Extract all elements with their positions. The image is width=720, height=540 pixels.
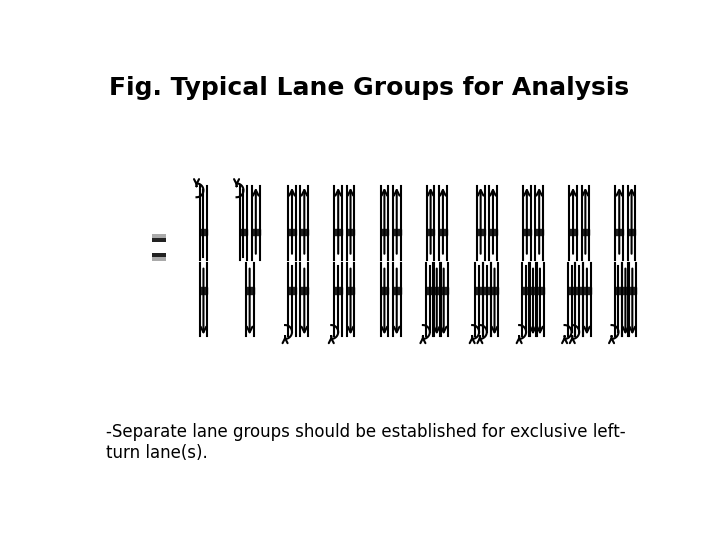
- Bar: [475, 287, 483, 294]
- Bar: [440, 287, 448, 294]
- Bar: [246, 287, 253, 294]
- Bar: [252, 229, 260, 235]
- Bar: [199, 287, 207, 294]
- Bar: [621, 287, 629, 294]
- Bar: [490, 287, 498, 294]
- Text: -Separate lane groups should be established for exclusive left-
turn lane(s).: -Separate lane groups should be establis…: [106, 423, 625, 462]
- Bar: [628, 229, 636, 235]
- Bar: [334, 229, 342, 235]
- Bar: [393, 287, 400, 294]
- Bar: [427, 229, 434, 235]
- Bar: [288, 287, 296, 294]
- Bar: [570, 229, 577, 235]
- Bar: [152, 234, 166, 238]
- Bar: [426, 287, 433, 294]
- Bar: [152, 257, 166, 261]
- Bar: [439, 229, 447, 235]
- Bar: [152, 238, 166, 242]
- Bar: [583, 287, 590, 294]
- Bar: [615, 287, 622, 294]
- Bar: [393, 229, 400, 235]
- Bar: [535, 229, 543, 235]
- Bar: [575, 287, 583, 294]
- Bar: [199, 229, 207, 235]
- Text: Fig. Typical Lane Groups for Analysis: Fig. Typical Lane Groups for Analysis: [109, 76, 629, 100]
- Bar: [300, 229, 308, 235]
- Bar: [381, 287, 388, 294]
- Bar: [288, 229, 296, 235]
- Bar: [477, 229, 485, 235]
- Bar: [381, 229, 388, 235]
- Bar: [536, 287, 544, 294]
- Bar: [433, 287, 441, 294]
- Bar: [300, 287, 308, 294]
- Bar: [152, 253, 166, 257]
- Bar: [616, 229, 623, 235]
- Bar: [346, 229, 354, 235]
- Bar: [346, 287, 354, 294]
- Bar: [489, 229, 497, 235]
- Bar: [629, 287, 636, 294]
- Bar: [240, 229, 248, 235]
- Bar: [529, 287, 537, 294]
- Bar: [567, 287, 575, 294]
- Bar: [334, 287, 342, 294]
- Bar: [522, 287, 530, 294]
- Bar: [483, 287, 490, 294]
- Bar: [523, 229, 531, 235]
- Bar: [582, 229, 589, 235]
